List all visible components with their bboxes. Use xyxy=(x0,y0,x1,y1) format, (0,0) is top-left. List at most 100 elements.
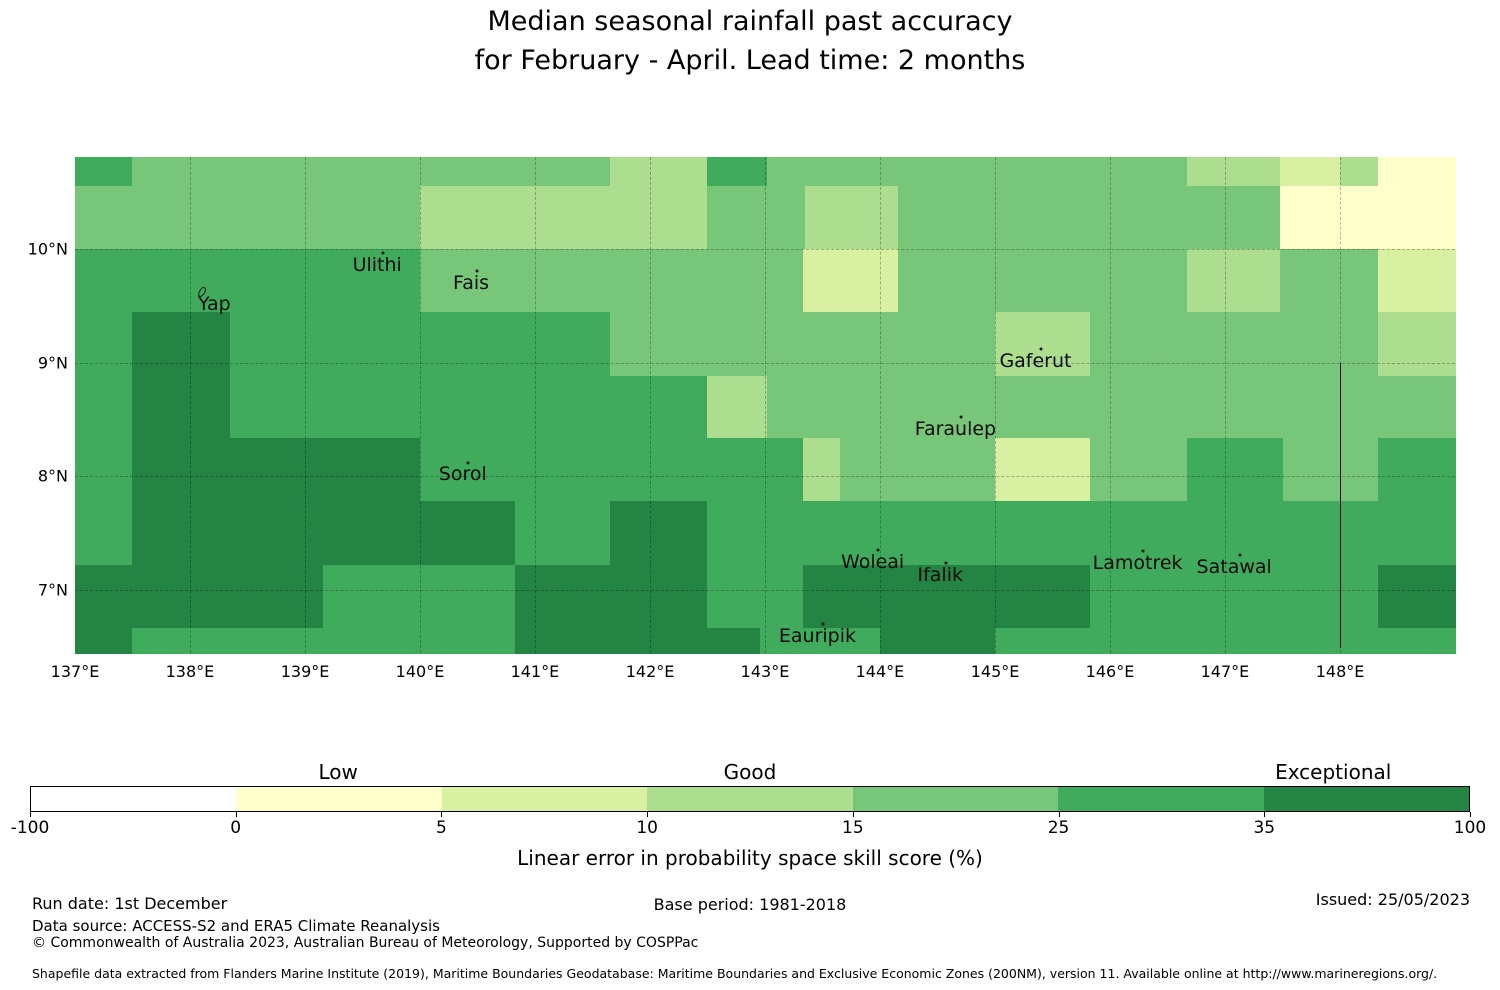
island-label: Satawal xyxy=(1196,556,1272,579)
longitude-gridline xyxy=(995,157,997,653)
colorbar-tick-label: 5 xyxy=(436,818,447,838)
map-cell xyxy=(75,565,324,629)
colorbar-tick-label: 35 xyxy=(1253,818,1276,838)
map-cell xyxy=(420,438,804,502)
footer-issued-date: Issued: 25/05/2023 xyxy=(1315,890,1470,909)
map-plot: Yap Ulithi Fais Sorol Gaferut Faraulep Woleai I… xyxy=(75,157,1456,654)
colorbar-segment xyxy=(441,787,648,811)
x-tick-label: 138°E xyxy=(165,662,215,681)
map-cell xyxy=(802,438,841,502)
footer-shapefile-attribution: Shapefile data extracted from Flanders M… xyxy=(32,966,1438,981)
x-tick-label: 139°E xyxy=(280,662,330,681)
map-cell xyxy=(1377,311,1456,377)
island-marker-dot xyxy=(475,269,479,273)
colorbar xyxy=(30,786,1470,812)
colorbar-tick xyxy=(852,812,854,817)
map-cell xyxy=(75,628,133,654)
map-cell xyxy=(131,375,231,440)
colorbar-segment xyxy=(1058,787,1264,811)
island-marker-dot xyxy=(466,461,470,465)
island-label: Fais xyxy=(453,271,490,294)
island-label: Woleai xyxy=(841,551,905,574)
map-cell xyxy=(805,185,899,250)
map-cell xyxy=(75,185,421,250)
map-cell xyxy=(229,375,708,440)
map-cell xyxy=(1089,311,1379,377)
colorbar-tick xyxy=(1058,812,1060,817)
y-tick-label: 7°N xyxy=(37,580,68,600)
colorbar-tick xyxy=(1470,812,1471,817)
island-marker-dot xyxy=(821,622,825,626)
map-cell xyxy=(995,438,1091,502)
island-marker-dot xyxy=(1141,549,1145,553)
footer-copyright: © Commonwealth of Australia 2023, Austra… xyxy=(32,935,699,951)
x-tick-label: 142°E xyxy=(625,662,675,681)
island-label: Faraulep xyxy=(914,418,997,441)
map-cell xyxy=(610,501,708,566)
footer-base-period: Base period: 1981-2018 xyxy=(653,895,847,914)
colorbar-segment xyxy=(236,787,442,811)
island-label: Ulithi xyxy=(352,253,402,276)
map-cell xyxy=(839,438,996,502)
footer-data-source: Data source: ACCESS-S2 and ERA5 Climate … xyxy=(32,917,440,935)
colorbar-tick xyxy=(647,812,649,817)
map-cell xyxy=(760,628,881,654)
latitude-gridline xyxy=(75,590,1455,592)
colorbar-tick xyxy=(1264,812,1266,817)
x-tick-label: 144°E xyxy=(855,662,905,681)
x-tick-label: 145°E xyxy=(970,662,1020,681)
map-cell xyxy=(1187,438,1284,502)
colorbar-segment xyxy=(852,787,1059,811)
map-cell xyxy=(75,311,133,377)
map-cell xyxy=(1282,438,1379,502)
colorbar-title: Linear error in probability space skill … xyxy=(517,846,983,870)
map-cell xyxy=(1340,157,1379,187)
colorbar-tick-label: 10 xyxy=(636,818,658,838)
map-cell xyxy=(707,375,768,440)
map-cell xyxy=(1280,248,1379,313)
x-tick-label: 143°E xyxy=(740,662,790,681)
colorbar-tick xyxy=(30,812,31,817)
colorbar-segment xyxy=(1263,787,1469,811)
colorbar-category-label: Low xyxy=(318,760,358,784)
colorbar-tick-label: 15 xyxy=(842,818,864,838)
colorbar-tick-label: 25 xyxy=(1047,818,1070,838)
map-cell xyxy=(514,628,761,654)
map-cell xyxy=(131,157,611,187)
map-cell xyxy=(610,157,708,187)
map-cell xyxy=(131,501,516,566)
map-cell xyxy=(1280,185,1456,250)
y-tick-label: 8°N xyxy=(37,466,68,486)
island-label: Yap xyxy=(198,292,231,315)
map-cell xyxy=(1187,248,1281,313)
map-cell xyxy=(131,311,231,377)
island-marker-dot xyxy=(1039,347,1043,351)
x-tick-label: 140°E xyxy=(395,662,445,681)
longitude-gridline xyxy=(189,157,191,653)
map-cell xyxy=(802,248,899,313)
map-cell xyxy=(766,157,1188,187)
map-cell xyxy=(1377,157,1456,187)
x-tick-label: 141°E xyxy=(510,662,560,681)
map-cell xyxy=(1280,157,1341,187)
longitude-gridline xyxy=(1110,157,1111,653)
x-tick-label: 147°E xyxy=(1200,662,1250,681)
map-cell xyxy=(322,565,516,629)
island-label: Ifalik xyxy=(917,564,964,587)
map-cell xyxy=(514,501,611,566)
longitude-gridline xyxy=(879,157,881,653)
colorbar-tick-label: 100 xyxy=(1453,818,1487,838)
island-label: Sorol xyxy=(438,463,487,486)
x-tick-label: 146°E xyxy=(1085,662,1135,681)
map-cell xyxy=(707,565,804,629)
map-cell xyxy=(75,501,133,566)
x-tick-label: 137°E xyxy=(50,662,100,681)
longitude-gridline xyxy=(765,157,766,653)
map-cell xyxy=(1377,565,1456,629)
map-cell xyxy=(707,185,806,250)
colorbar-tick xyxy=(441,812,443,817)
latitude-gridline xyxy=(75,362,1455,364)
colorbar-tick-label: -100 xyxy=(10,818,50,838)
latitude-gridline xyxy=(75,476,1455,478)
map-cell xyxy=(229,311,611,377)
